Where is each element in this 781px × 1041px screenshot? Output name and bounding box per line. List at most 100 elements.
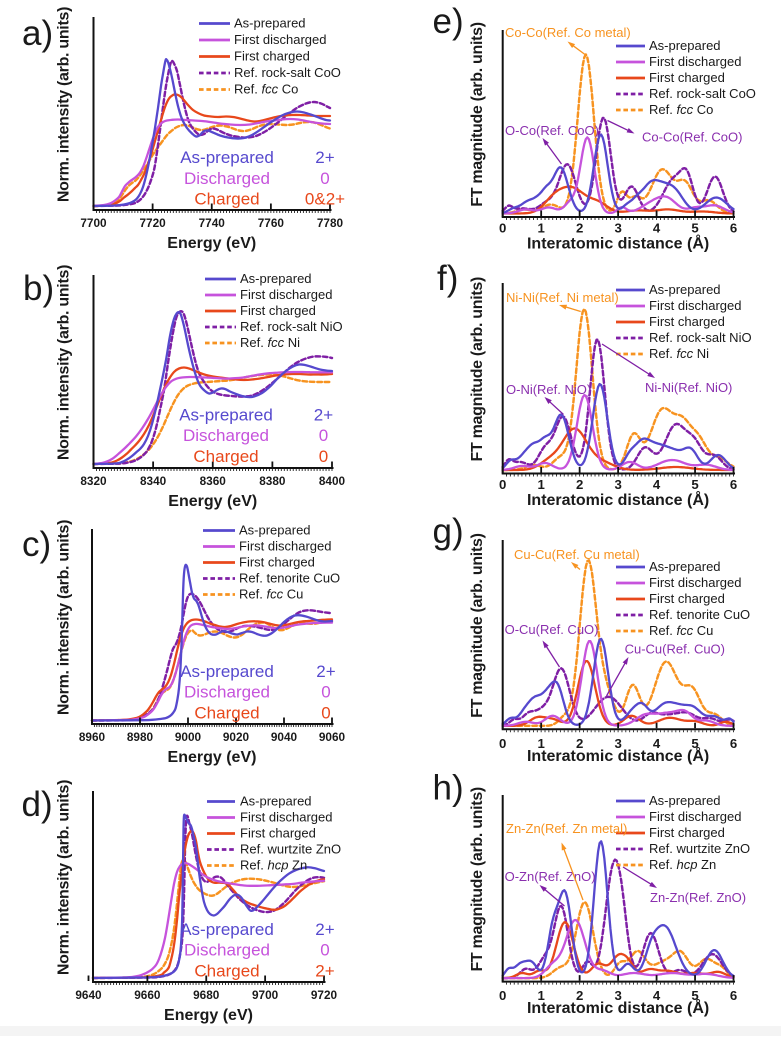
svg-text:8360: 8360 — [200, 474, 227, 488]
svg-text:Ref. wurtzite ZnO: Ref. wurtzite ZnO — [649, 841, 750, 856]
svg-text:2: 2 — [576, 477, 583, 492]
svg-text:6: 6 — [730, 221, 737, 236]
svg-text:O-Ni(Ref. NiO): O-Ni(Ref. NiO) — [506, 382, 591, 397]
svg-text:5: 5 — [691, 477, 698, 492]
svg-text:2: 2 — [576, 221, 583, 236]
svg-text:Co-Co(Ref. CoO): Co-Co(Ref. CoO) — [642, 130, 742, 145]
svg-text:5: 5 — [691, 988, 698, 1003]
svg-text:7740: 7740 — [199, 216, 226, 230]
svg-text:8340: 8340 — [140, 474, 167, 488]
svg-text:Energy (eV): Energy (eV) — [168, 493, 257, 510]
svg-text:f): f) — [437, 259, 458, 298]
svg-text:Cu-Cu(Ref. Cu metal): Cu-Cu(Ref. Cu metal) — [514, 547, 640, 562]
svg-text:b): b) — [23, 269, 54, 308]
svg-text:Ref. fcc Ni: Ref. fcc Ni — [649, 346, 709, 361]
svg-text:d): d) — [22, 785, 53, 824]
svg-text:Ref. rock-salt NiO: Ref. rock-salt NiO — [240, 319, 343, 334]
svg-text:g): g) — [433, 512, 464, 551]
svg-text:Energy (eV): Energy (eV) — [164, 1007, 253, 1024]
svg-text:4: 4 — [653, 736, 661, 751]
svg-text:0&2+: 0&2+ — [305, 190, 345, 209]
svg-text:0: 0 — [499, 221, 506, 236]
svg-text:2+: 2+ — [315, 961, 334, 980]
svg-text:As-prepared: As-prepared — [649, 282, 721, 297]
svg-text:7700: 7700 — [80, 216, 107, 230]
svg-text:O-Cu(Ref. CuO): O-Cu(Ref. CuO) — [505, 622, 599, 637]
svg-text:0: 0 — [320, 169, 329, 188]
svg-text:As-prepared: As-prepared — [649, 559, 721, 574]
svg-text:O-Co(Ref. CoO): O-Co(Ref. CoO) — [505, 123, 599, 138]
svg-text:First charged: First charged — [234, 49, 310, 64]
svg-text:3: 3 — [614, 736, 621, 751]
svg-text:0: 0 — [320, 941, 329, 960]
svg-text:FT magnitude (arb. units): FT magnitude (arb. units) — [469, 533, 486, 718]
svg-text:As-prepared: As-prepared — [180, 662, 274, 681]
svg-text:First charged: First charged — [649, 825, 725, 840]
svg-text:8960: 8960 — [79, 730, 106, 744]
svg-text:4: 4 — [653, 221, 661, 236]
svg-text:7760: 7760 — [258, 216, 285, 230]
svg-text:As-prepared: As-prepared — [180, 920, 274, 939]
svg-text:First discharged: First discharged — [240, 287, 332, 302]
svg-text:0: 0 — [319, 426, 328, 445]
svg-text:Ref. fcc Co: Ref. fcc Co — [234, 82, 298, 97]
svg-text:As-prepared: As-prepared — [649, 793, 721, 808]
svg-text:First charged: First charged — [240, 826, 316, 841]
svg-text:8380: 8380 — [259, 474, 286, 488]
svg-text:9660: 9660 — [134, 988, 161, 1002]
svg-text:O-Zn(Ref. ZnO): O-Zn(Ref. ZnO) — [505, 869, 596, 884]
svg-text:1: 1 — [537, 221, 544, 236]
svg-text:As-prepared: As-prepared — [239, 523, 311, 538]
svg-text:0: 0 — [499, 988, 506, 1003]
svg-text:4: 4 — [653, 477, 661, 492]
svg-text:1: 1 — [537, 988, 544, 1003]
svg-text:First charged: First charged — [239, 555, 315, 570]
svg-text:Co-Co(Ref. Co metal): Co-Co(Ref. Co metal) — [505, 25, 631, 40]
svg-text:Charged: Charged — [194, 961, 259, 980]
svg-text:Ref. fcc Cu: Ref. fcc Cu — [649, 623, 713, 638]
svg-text:First discharged: First discharged — [649, 575, 741, 590]
svg-text:Norm. intensity (arb. units): Norm. intensity (arb. units) — [56, 7, 73, 202]
svg-text:a): a) — [22, 14, 53, 53]
svg-text:2: 2 — [576, 988, 583, 1003]
svg-text:Zn-Zn(Ref. ZnO): Zn-Zn(Ref. ZnO) — [650, 890, 746, 905]
svg-text:9040: 9040 — [271, 730, 298, 744]
svg-text:9000: 9000 — [175, 730, 202, 744]
svg-text:Discharged: Discharged — [184, 683, 270, 702]
svg-text:8980: 8980 — [127, 730, 154, 744]
svg-text:0: 0 — [321, 683, 330, 702]
svg-text:Interatomic distance (Å): Interatomic distance (Å) — [527, 234, 709, 253]
svg-text:Cu-Cu(Ref. CuO): Cu-Cu(Ref. CuO) — [625, 642, 725, 657]
svg-text:As-prepared: As-prepared — [649, 38, 721, 53]
svg-text:As-prepared: As-prepared — [234, 16, 306, 31]
svg-text:Norm. intensity (arb. units): Norm. intensity (arb. units) — [56, 520, 73, 715]
svg-text:Ref. rock-salt NiO: Ref. rock-salt NiO — [649, 330, 752, 345]
svg-text:Ref. tenorite CuO: Ref. tenorite CuO — [649, 607, 750, 622]
svg-text:6: 6 — [730, 736, 737, 751]
svg-text:As-prepared: As-prepared — [240, 271, 312, 286]
svg-text:Interatomic distance (Å): Interatomic distance (Å) — [527, 998, 709, 1017]
svg-text:0: 0 — [499, 477, 506, 492]
svg-text:3: 3 — [614, 988, 621, 1003]
svg-text:Charged: Charged — [193, 447, 258, 466]
svg-text:First discharged: First discharged — [649, 809, 741, 824]
svg-text:Ref. fcc Ni: Ref. fcc Ni — [240, 335, 300, 350]
svg-text:2+: 2+ — [315, 148, 334, 167]
svg-text:6: 6 — [730, 477, 737, 492]
svg-text:Ni-Ni(Ref. NiO): Ni-Ni(Ref. NiO) — [645, 380, 732, 395]
svg-text:FT magnitude (arb. units): FT magnitude (arb. units) — [469, 277, 486, 462]
svg-text:9020: 9020 — [223, 730, 250, 744]
svg-text:9680: 9680 — [193, 988, 220, 1002]
svg-text:Ref. rock-salt CoO: Ref. rock-salt CoO — [649, 86, 756, 101]
svg-text:Zn-Zn(Ref. Zn metal): Zn-Zn(Ref. Zn metal) — [506, 821, 627, 836]
svg-text:Charged: Charged — [194, 190, 259, 209]
svg-text:1: 1 — [537, 736, 544, 751]
svg-text:9720: 9720 — [311, 988, 338, 1002]
svg-text:Ref. hcp Zn: Ref. hcp Zn — [649, 857, 716, 872]
svg-text:2: 2 — [576, 736, 583, 751]
svg-text:c): c) — [22, 525, 51, 564]
svg-text:Interatomic distance (Å): Interatomic distance (Å) — [527, 490, 709, 509]
svg-text:8400: 8400 — [319, 474, 346, 488]
svg-text:0: 0 — [319, 447, 328, 466]
svg-text:First charged: First charged — [649, 591, 725, 606]
